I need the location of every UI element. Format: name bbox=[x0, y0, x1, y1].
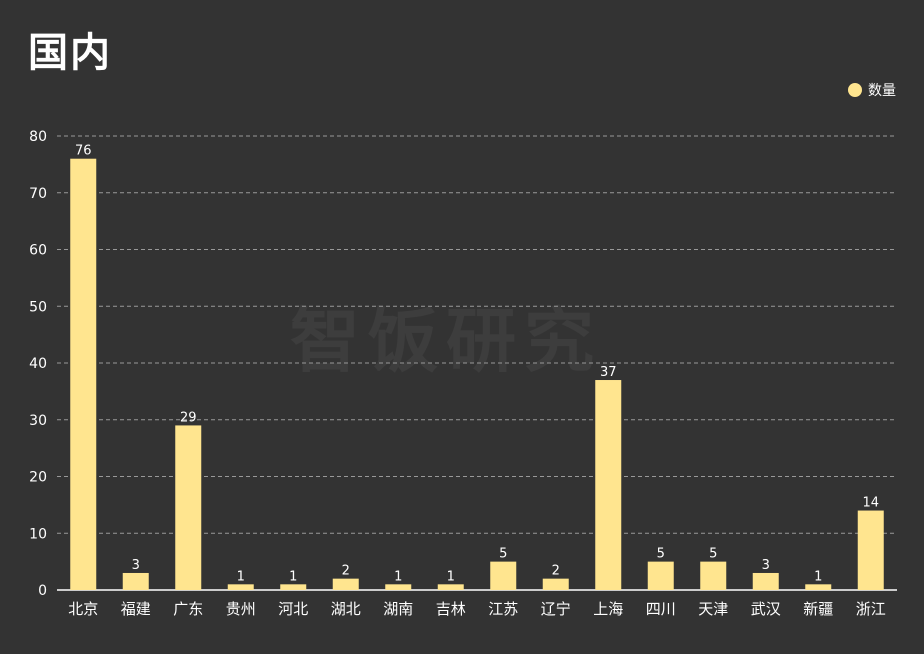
bar bbox=[70, 158, 97, 590]
y-tick-label: 10 bbox=[29, 526, 47, 542]
x-tick-label: 新疆 bbox=[803, 600, 833, 618]
bar bbox=[332, 578, 359, 590]
y-tick-label: 20 bbox=[29, 470, 47, 486]
bar-value-label: 5 bbox=[657, 547, 665, 562]
bar-value-label: 2 bbox=[552, 564, 560, 579]
y-tick-label: 40 bbox=[29, 356, 47, 372]
bar bbox=[227, 584, 254, 590]
x-tick-label: 湖北 bbox=[331, 600, 361, 618]
x-tick-label: 广东 bbox=[173, 600, 203, 618]
x-tick-label: 上海 bbox=[593, 600, 623, 618]
x-tick-label: 贵州 bbox=[226, 600, 256, 618]
legend-marker bbox=[848, 83, 862, 97]
bar-value-label: 37 bbox=[600, 365, 617, 380]
x-tick-label: 北京 bbox=[68, 600, 98, 618]
x-tick-label: 辽宁 bbox=[541, 600, 571, 618]
chart-title: 国内 bbox=[28, 30, 112, 76]
x-tick-label: 天津 bbox=[698, 600, 728, 618]
x-tick-label: 江苏 bbox=[488, 600, 518, 618]
bar-value-label: 1 bbox=[814, 569, 822, 584]
bar bbox=[437, 584, 464, 590]
bar bbox=[647, 561, 674, 590]
x-tick-label: 湖南 bbox=[383, 600, 413, 618]
bar bbox=[595, 380, 622, 590]
y-tick-label: 30 bbox=[29, 413, 47, 429]
x-tick-label: 福建 bbox=[121, 600, 151, 618]
bar bbox=[700, 561, 727, 590]
y-tick-label: 0 bbox=[38, 583, 47, 599]
bar-value-label: 1 bbox=[394, 569, 402, 584]
bar bbox=[280, 584, 307, 590]
y-tick-label: 80 bbox=[29, 129, 47, 145]
legend[interactable]: 数量 bbox=[848, 80, 896, 100]
bar-value-label: 14 bbox=[862, 496, 879, 511]
bar-value-label: 5 bbox=[499, 547, 507, 562]
bar bbox=[490, 561, 517, 590]
x-tick-label: 浙江 bbox=[856, 600, 886, 618]
x-tick-label: 四川 bbox=[646, 600, 676, 618]
legend-label: 数量 bbox=[868, 83, 896, 99]
bar bbox=[542, 578, 569, 590]
bar-value-label: 2 bbox=[342, 564, 350, 579]
bar bbox=[805, 584, 832, 590]
x-tick-label: 河北 bbox=[278, 600, 308, 618]
bar-value-label: 29 bbox=[180, 410, 197, 425]
bar bbox=[857, 510, 884, 590]
bar-value-label: 1 bbox=[447, 569, 455, 584]
y-tick-label: 50 bbox=[29, 299, 47, 315]
y-tick-label: 60 bbox=[29, 243, 47, 259]
x-tick-label: 吉林 bbox=[436, 600, 466, 618]
bar-value-label: 76 bbox=[75, 144, 92, 159]
bar-value-label: 3 bbox=[762, 558, 770, 573]
bar-value-label: 5 bbox=[709, 547, 717, 562]
bar-value-label: 3 bbox=[132, 558, 140, 573]
x-tick-label: 武汉 bbox=[751, 600, 781, 618]
y-tick-label: 70 bbox=[29, 186, 47, 202]
bar bbox=[385, 584, 412, 590]
bar-value-label: 1 bbox=[289, 569, 297, 584]
bar bbox=[752, 572, 779, 590]
bar bbox=[175, 425, 202, 590]
bar-value-label: 1 bbox=[237, 569, 245, 584]
bar bbox=[122, 572, 149, 590]
